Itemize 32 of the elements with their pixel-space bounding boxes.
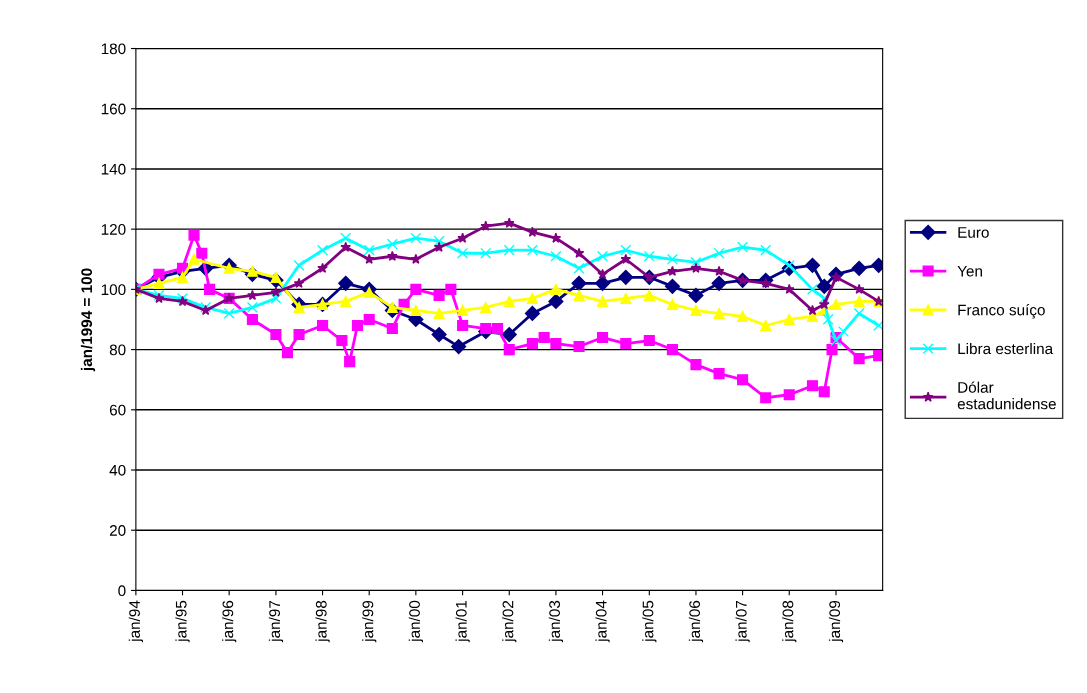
x-tick-label: jan/02	[502, 600, 517, 643]
x-tick-label: jan/06	[688, 600, 704, 643]
y-tick-label: 140	[101, 163, 126, 175]
x-tick-label: jan/99	[362, 600, 377, 643]
x-tick-label: jan/98	[315, 600, 330, 643]
legend-label: Yen	[957, 265, 982, 277]
y-tick-label: 20	[109, 525, 126, 536]
y-tick-label: 80	[109, 344, 126, 356]
x-tick-label: jan/04	[595, 600, 610, 643]
x-tick-label: jan/94	[128, 600, 143, 643]
x-tick-label: jan/07	[735, 600, 750, 643]
y-tick-label: 100	[101, 284, 126, 296]
x-tick-label: jan/03	[548, 600, 564, 643]
y-tick-label: 0	[118, 585, 126, 597]
legend-label: Libra esterlina	[958, 342, 1054, 355]
y-axis-title: jan/1994 = 100	[80, 268, 96, 372]
x-tick-label: jan/95	[175, 600, 190, 643]
x-tick-label: jan/01	[455, 600, 470, 643]
x-tick-label: jan/09	[828, 600, 844, 643]
y-tick-label: 180	[101, 43, 126, 55]
legend-label: Franco suíço	[958, 304, 1045, 319]
legend-label: Dólar estadunidense	[957, 381, 1056, 410]
x-tick-label: jan/08	[782, 600, 797, 643]
y-tick-label: 60	[109, 404, 126, 416]
y-tick-label: 40	[109, 464, 126, 476]
x-tick-label: jan/97	[268, 600, 284, 643]
y-tick-label: 160	[101, 103, 126, 115]
legend-label: Euro	[958, 227, 989, 238]
x-tick-label: jan/96	[222, 600, 237, 643]
x-tick-label: jan/00	[408, 600, 423, 643]
y-tick-label: 120	[101, 224, 126, 235]
x-tick-label: jan/05	[642, 600, 657, 643]
